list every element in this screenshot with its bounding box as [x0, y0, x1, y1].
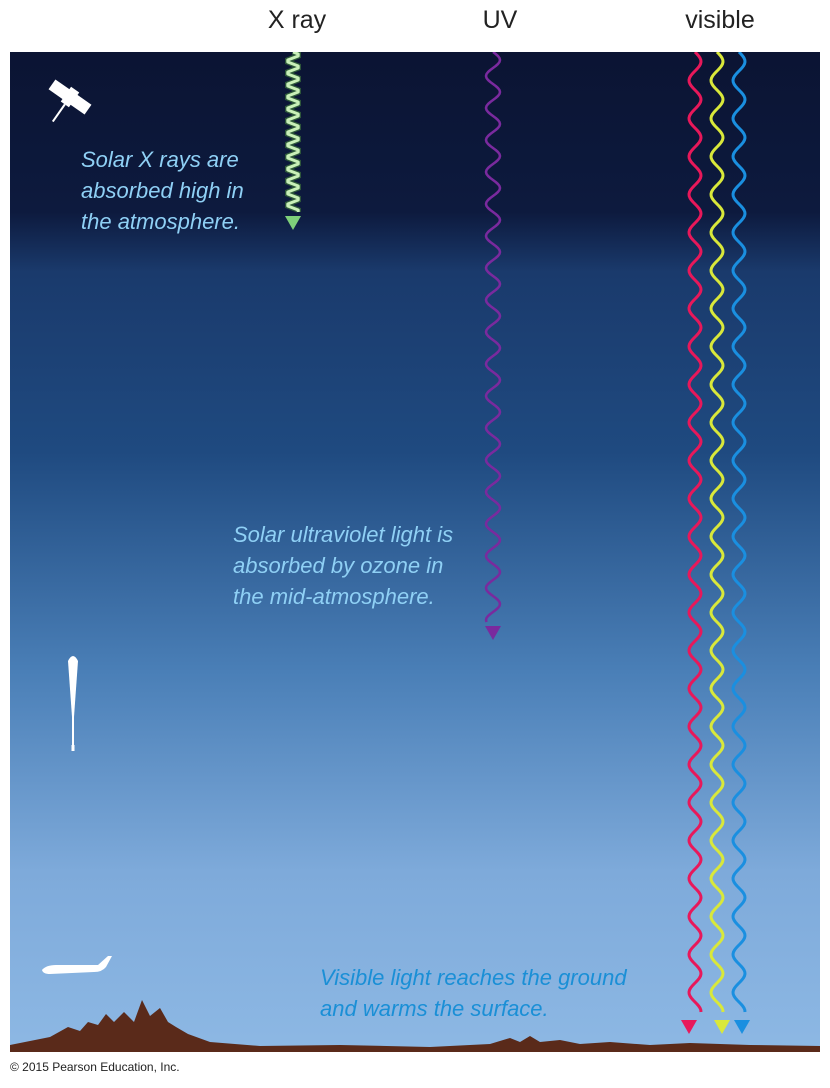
label-visible: visible	[685, 6, 755, 34]
satellite-icon	[48, 79, 92, 123]
visible-yellow-arrow-head	[714, 1020, 730, 1034]
airplane-icon	[42, 956, 112, 974]
uv-note: Solar ultraviolet light is absorbed by o…	[233, 519, 453, 612]
xray-note-line-1: Solar X rays are	[81, 147, 239, 172]
ground-surface	[10, 1047, 820, 1052]
visible-red-wave	[687, 52, 703, 1013]
balloon-icon	[68, 656, 78, 751]
mountains-icon	[10, 1000, 820, 1052]
label-xray: X ray	[267, 6, 327, 34]
uv-note-line-1: Solar ultraviolet light is	[233, 522, 454, 547]
uv-wave	[484, 52, 502, 623]
visible-red-arrow-head	[681, 1020, 697, 1034]
light-rays	[285, 52, 750, 1034]
uv-note-line-3: the mid-atmosphere.	[233, 584, 435, 609]
xray-note-line-3: the atmosphere.	[81, 209, 240, 234]
visible-note-line-1: Visible light reaches the ground	[320, 965, 627, 990]
sky-background	[10, 52, 820, 1052]
xray-wave	[286, 52, 300, 212]
copyright: © 2015 Pearson Education, Inc.	[10, 1060, 180, 1074]
visible-note-line-2: and warms the surface.	[320, 996, 549, 1021]
xray-arrow-head	[285, 216, 301, 230]
visible-note: Visible light reaches the ground and war…	[320, 962, 627, 1024]
visible-blue-arrow-head	[734, 1020, 750, 1034]
visible-blue-wave	[731, 52, 747, 1013]
visible-yellow-wave	[709, 52, 725, 1013]
uv-arrow-head	[485, 626, 501, 640]
label-uv: UV	[482, 6, 518, 34]
xray-note-line-2: absorbed high in	[81, 178, 244, 203]
atmosphere-panel	[10, 52, 820, 1052]
uv-note-line-2: absorbed by ozone in	[233, 553, 444, 578]
xray-note: Solar X rays are absorbed high in the at…	[81, 144, 244, 237]
